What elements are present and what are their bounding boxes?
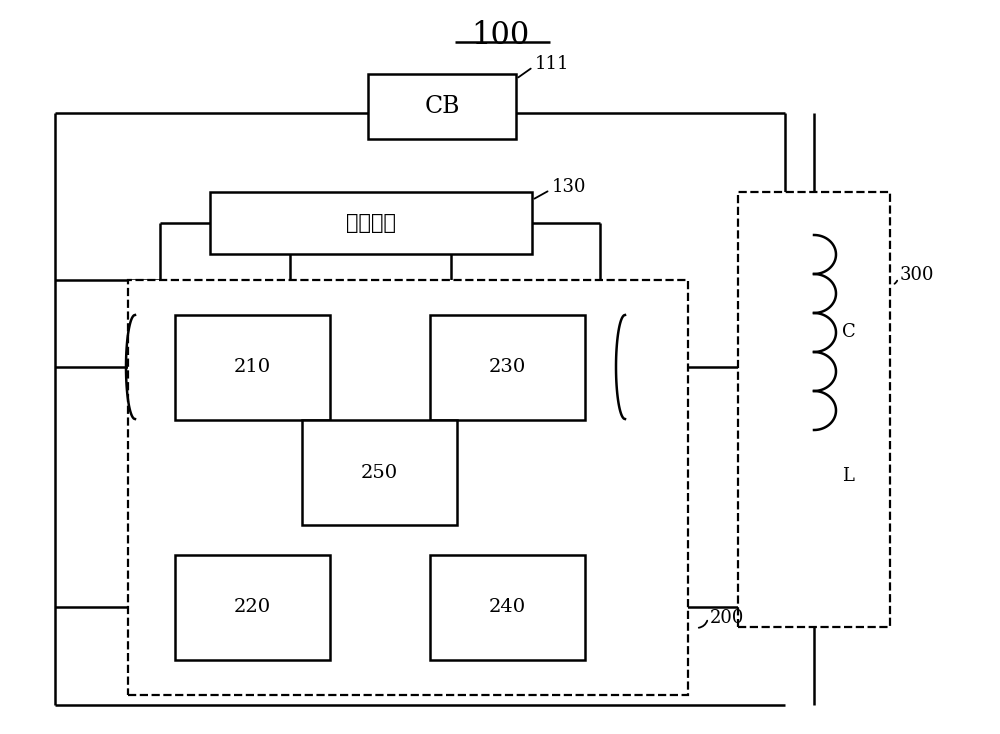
Text: 220: 220 xyxy=(234,598,271,617)
Bar xyxy=(210,192,532,254)
Text: 100: 100 xyxy=(471,20,529,51)
Bar xyxy=(368,74,516,139)
Text: CB: CB xyxy=(424,95,460,118)
Text: 控制单元: 控制单元 xyxy=(346,213,396,233)
Text: 240: 240 xyxy=(489,598,526,617)
Bar xyxy=(738,192,890,627)
Text: 200: 200 xyxy=(710,609,744,627)
Bar xyxy=(430,555,585,660)
Bar xyxy=(302,420,457,525)
Bar xyxy=(175,555,330,660)
Text: 210: 210 xyxy=(234,358,271,377)
Text: 111: 111 xyxy=(535,55,570,73)
Text: 130: 130 xyxy=(552,178,586,196)
Text: 230: 230 xyxy=(489,358,526,377)
Text: 300: 300 xyxy=(900,266,934,284)
Bar xyxy=(128,280,688,695)
Text: L: L xyxy=(842,467,854,485)
Text: C: C xyxy=(842,323,856,341)
Text: 250: 250 xyxy=(361,463,398,482)
Bar xyxy=(430,315,585,420)
Bar xyxy=(175,315,330,420)
